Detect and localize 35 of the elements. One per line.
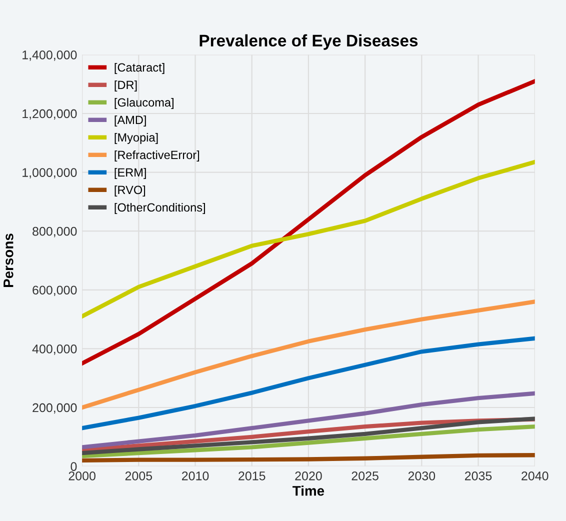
legend-label: [Myopia] <box>114 132 158 144</box>
x-tick-label: 2030 <box>408 471 436 480</box>
x-tick-label: 2040 <box>522 471 548 480</box>
legend-label: [OtherConditions] <box>114 202 205 214</box>
y-axis-title: Persons <box>4 234 14 287</box>
line-series <box>82 336 535 430</box>
y-tick-label: 800,000 <box>32 226 77 238</box>
x-tick-label: 2025 <box>352 471 378 480</box>
legend-label: [Glaucoma] <box>114 98 174 109</box>
legend-label: [Cataract] <box>114 62 164 74</box>
x-tick-label: 2005 <box>125 471 152 480</box>
y-tick-label: 1,400,000 <box>22 50 77 61</box>
x-tick-label: 2015 <box>238 471 266 480</box>
x-tick-label: 2020 <box>295 471 322 480</box>
line-series <box>82 79 535 366</box>
line-series <box>82 424 535 458</box>
legend-label: [RVO] <box>114 185 146 196</box>
y-tick-label: 400,000 <box>32 344 77 355</box>
line-series <box>82 160 535 318</box>
legend-label: [AMD] <box>114 115 146 126</box>
legend-label: [RefractiveError] <box>114 150 200 162</box>
legend-label: [DR] <box>114 80 137 92</box>
x-tick-label: 2010 <box>182 471 209 480</box>
x-tick-label: 2035 <box>464 471 492 480</box>
y-tick-label: 0 <box>70 462 77 471</box>
x-tick-label: 2000 <box>68 471 96 480</box>
x-axis-title: Time <box>292 486 324 496</box>
y-tick-label: 200,000 <box>32 403 77 414</box>
legend-label: [ERM] <box>114 168 146 179</box>
y-tick-label: 600,000 <box>32 286 77 296</box>
line-series <box>82 391 535 450</box>
y-tick-label: 1,000,000 <box>22 168 77 178</box>
line-series <box>82 300 535 410</box>
y-tick-label: 1,200,000 <box>22 109 77 120</box>
chart-title: Prevalence of Eye Diseases <box>200 34 418 50</box>
